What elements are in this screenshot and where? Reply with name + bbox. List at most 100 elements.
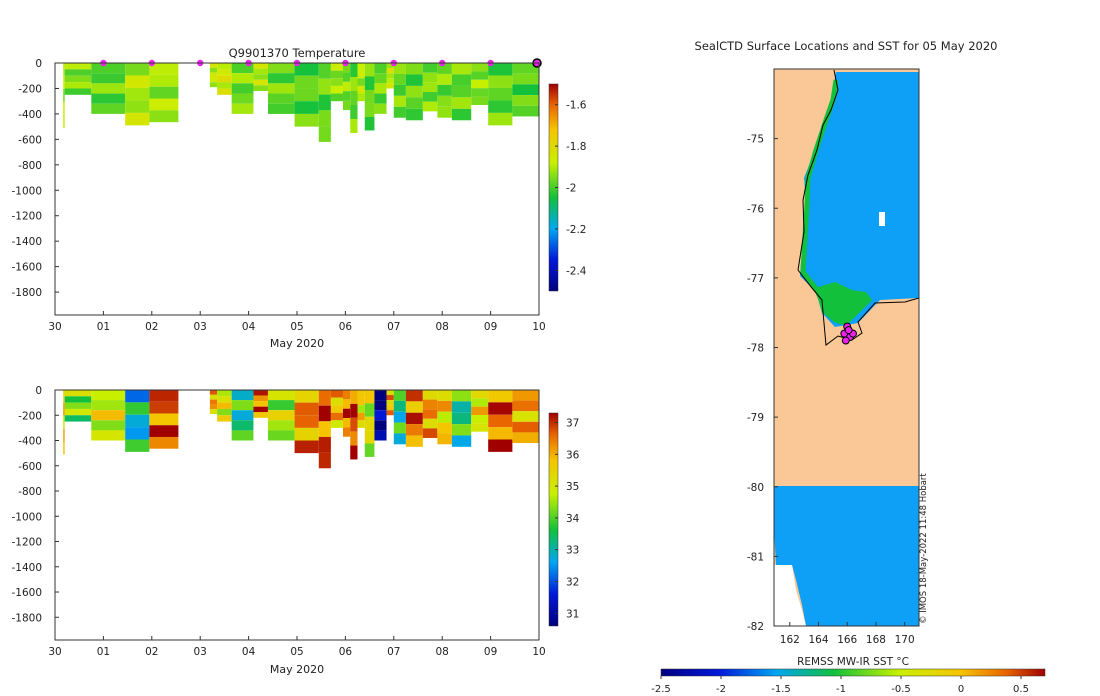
profile-cell xyxy=(471,71,489,80)
profile-cell xyxy=(91,103,126,114)
profile-cell xyxy=(422,92,438,102)
profile-cell xyxy=(149,74,179,87)
colorbar-tick-label: 32 xyxy=(566,576,579,588)
x-tick-label: 10 xyxy=(532,646,545,658)
profile-cell xyxy=(488,427,513,440)
y-tick-label: -200 xyxy=(18,83,42,95)
profile-cell xyxy=(512,84,539,96)
y-tick-label: -600 xyxy=(18,134,42,146)
profile-cell xyxy=(231,83,254,94)
profile-cell xyxy=(393,63,406,74)
profile-cell xyxy=(231,63,254,74)
profile-cell xyxy=(471,415,489,424)
profile-cell xyxy=(374,63,387,74)
x-tick-label: 04 xyxy=(242,321,256,333)
profile-cell xyxy=(405,401,423,413)
profile-cell xyxy=(471,406,489,415)
profile-cell xyxy=(342,390,351,400)
profile-cell xyxy=(294,75,319,89)
profile-cell xyxy=(294,440,319,454)
map-colorbar-tick-label: 0 xyxy=(958,684,964,695)
profile-cell xyxy=(294,88,319,102)
profile-cell xyxy=(217,396,232,403)
profile-cell xyxy=(512,105,539,117)
profile-cell xyxy=(231,93,254,104)
map-area xyxy=(774,69,919,626)
colorbar-tick-label: 36 xyxy=(566,449,580,461)
profile-cell xyxy=(405,85,423,98)
map-colorbar-tick-label: -2.5 xyxy=(651,684,671,695)
profile-cell xyxy=(451,390,472,402)
profile-cell xyxy=(451,108,472,121)
colorbar-tick-label: 35 xyxy=(566,481,579,493)
profile-cell xyxy=(125,112,150,126)
profile-cell xyxy=(330,405,343,413)
profile-cell xyxy=(63,63,65,76)
profile-cell xyxy=(63,402,65,416)
map-y-tick-label: -78 xyxy=(747,343,764,355)
profile-cell xyxy=(63,75,65,89)
y-tick-label: -1400 xyxy=(11,562,42,574)
profile-cell xyxy=(350,77,358,91)
profile-cell xyxy=(357,63,365,71)
colorbar-tick-label: 34 xyxy=(566,513,580,525)
profile-cell xyxy=(330,85,343,94)
profile-cell xyxy=(209,399,218,405)
profile-cell xyxy=(393,73,406,85)
profile-cell xyxy=(318,94,331,111)
profile-cell xyxy=(91,420,126,431)
profile-cell xyxy=(63,415,65,429)
colorbar-tick-label: 37 xyxy=(566,418,579,430)
profile-cell xyxy=(451,74,472,86)
profile-cell xyxy=(386,400,394,406)
y-tick-label: -400 xyxy=(18,436,42,448)
profile-cell xyxy=(405,424,423,436)
profile-cell xyxy=(471,96,489,105)
profile-cell xyxy=(393,422,406,434)
y-tick-label: -1000 xyxy=(11,511,42,523)
profile-cell xyxy=(471,398,489,407)
profile-cell xyxy=(267,103,295,114)
map-colorbar-tick-label: -1 xyxy=(836,684,846,695)
colorbar-tick-label: 33 xyxy=(566,545,579,557)
map-nodata-small xyxy=(879,212,885,226)
profile-cell xyxy=(149,401,179,414)
profile-cell xyxy=(342,427,351,437)
profile-cell xyxy=(125,414,150,428)
profile-cell xyxy=(91,93,126,104)
profile-cell xyxy=(64,390,92,397)
profile-cell xyxy=(209,394,218,400)
profile-cell xyxy=(374,83,387,94)
profile-cell xyxy=(330,63,343,71)
profile-cell xyxy=(253,406,268,413)
x-tick-label: 02 xyxy=(145,321,158,333)
profile-cell xyxy=(422,63,438,73)
profile-cell xyxy=(253,401,268,407)
profile-cell xyxy=(64,396,92,403)
salinity-axes: 30 01 02 03 04 05 06 07 08 09 10 0 -200 -400 -600 -800 -… xyxy=(11,385,545,658)
profile-cell xyxy=(512,73,539,85)
map-y-tick-label: -82 xyxy=(747,621,764,633)
profile-cell xyxy=(437,411,452,423)
profile-cell xyxy=(488,100,513,113)
profile-cell xyxy=(374,103,387,114)
profile-cell xyxy=(64,63,92,70)
profile-cell xyxy=(364,390,375,404)
profile-cell xyxy=(374,73,387,84)
map-colorbar-label: REMSS MW-IR SST °C xyxy=(797,656,909,668)
profile-cell xyxy=(342,100,351,111)
y-tick-label: -1800 xyxy=(11,612,42,624)
profile-cell xyxy=(422,72,438,83)
x-tick-label: 06 xyxy=(339,321,353,333)
y-tick-label: -1400 xyxy=(11,236,42,248)
profile-cell xyxy=(231,400,254,411)
y-tick-label: -1600 xyxy=(11,587,42,599)
profile-cell xyxy=(125,402,150,415)
seal-location-marker xyxy=(844,326,853,335)
profile-cell xyxy=(437,84,452,96)
map-coast-green-fringe xyxy=(800,79,839,311)
profile-cell xyxy=(350,390,358,404)
profile-cell xyxy=(217,63,232,70)
profile-cell xyxy=(209,67,218,73)
profile-cell xyxy=(63,114,65,128)
